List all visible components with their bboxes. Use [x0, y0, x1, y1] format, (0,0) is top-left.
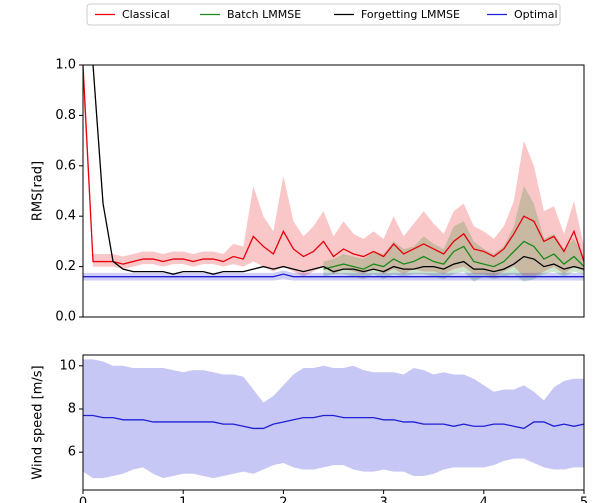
legend-label: Optimal	[514, 8, 558, 21]
y-tick-label: 1.0	[55, 58, 76, 73]
x-tick-label: 3	[379, 496, 387, 503]
y-tick-label: 0.4	[55, 209, 76, 224]
legend-label: Batch LMMSE	[227, 8, 301, 21]
y-axis-label: Wind speed [m/s]	[31, 365, 46, 479]
legend: Classical Batch LMMSE Forgetting LMMSE Opti…	[86, 3, 561, 26]
line	[92, 65, 584, 275]
line	[323, 240, 584, 270]
legend-label: Forgetting LMMSE	[361, 8, 460, 21]
plot-area	[83, 65, 584, 282]
y-axis-label: RMS[rad]	[31, 161, 46, 221]
y-tick-label: 10	[59, 358, 76, 373]
y-tick-label: 6	[68, 445, 76, 460]
x-tick-label: 1	[179, 496, 187, 503]
y-tick-label: 0.0	[55, 310, 76, 325]
axes-frame	[82, 64, 585, 318]
line	[83, 65, 584, 265]
legend-label: Classical	[122, 8, 170, 21]
y-tick-label: 8	[68, 402, 76, 417]
y-tick-label: 0.8	[55, 108, 76, 123]
y-tick-label: 0.2	[55, 259, 76, 274]
x-tick-label: 2	[279, 496, 287, 503]
band	[83, 359, 584, 479]
legend-frame	[86, 3, 561, 26]
x-tick-label: 5	[580, 496, 588, 503]
line	[83, 414, 584, 430]
band	[323, 185, 584, 282]
line	[83, 273, 584, 278]
plot-area	[83, 359, 584, 479]
axes-frame	[82, 354, 585, 491]
x-tick-label: 4	[480, 496, 488, 503]
band	[83, 65, 584, 277]
y-tick-label: 0.6	[55, 158, 76, 173]
x-tick-label: 0	[79, 496, 87, 503]
